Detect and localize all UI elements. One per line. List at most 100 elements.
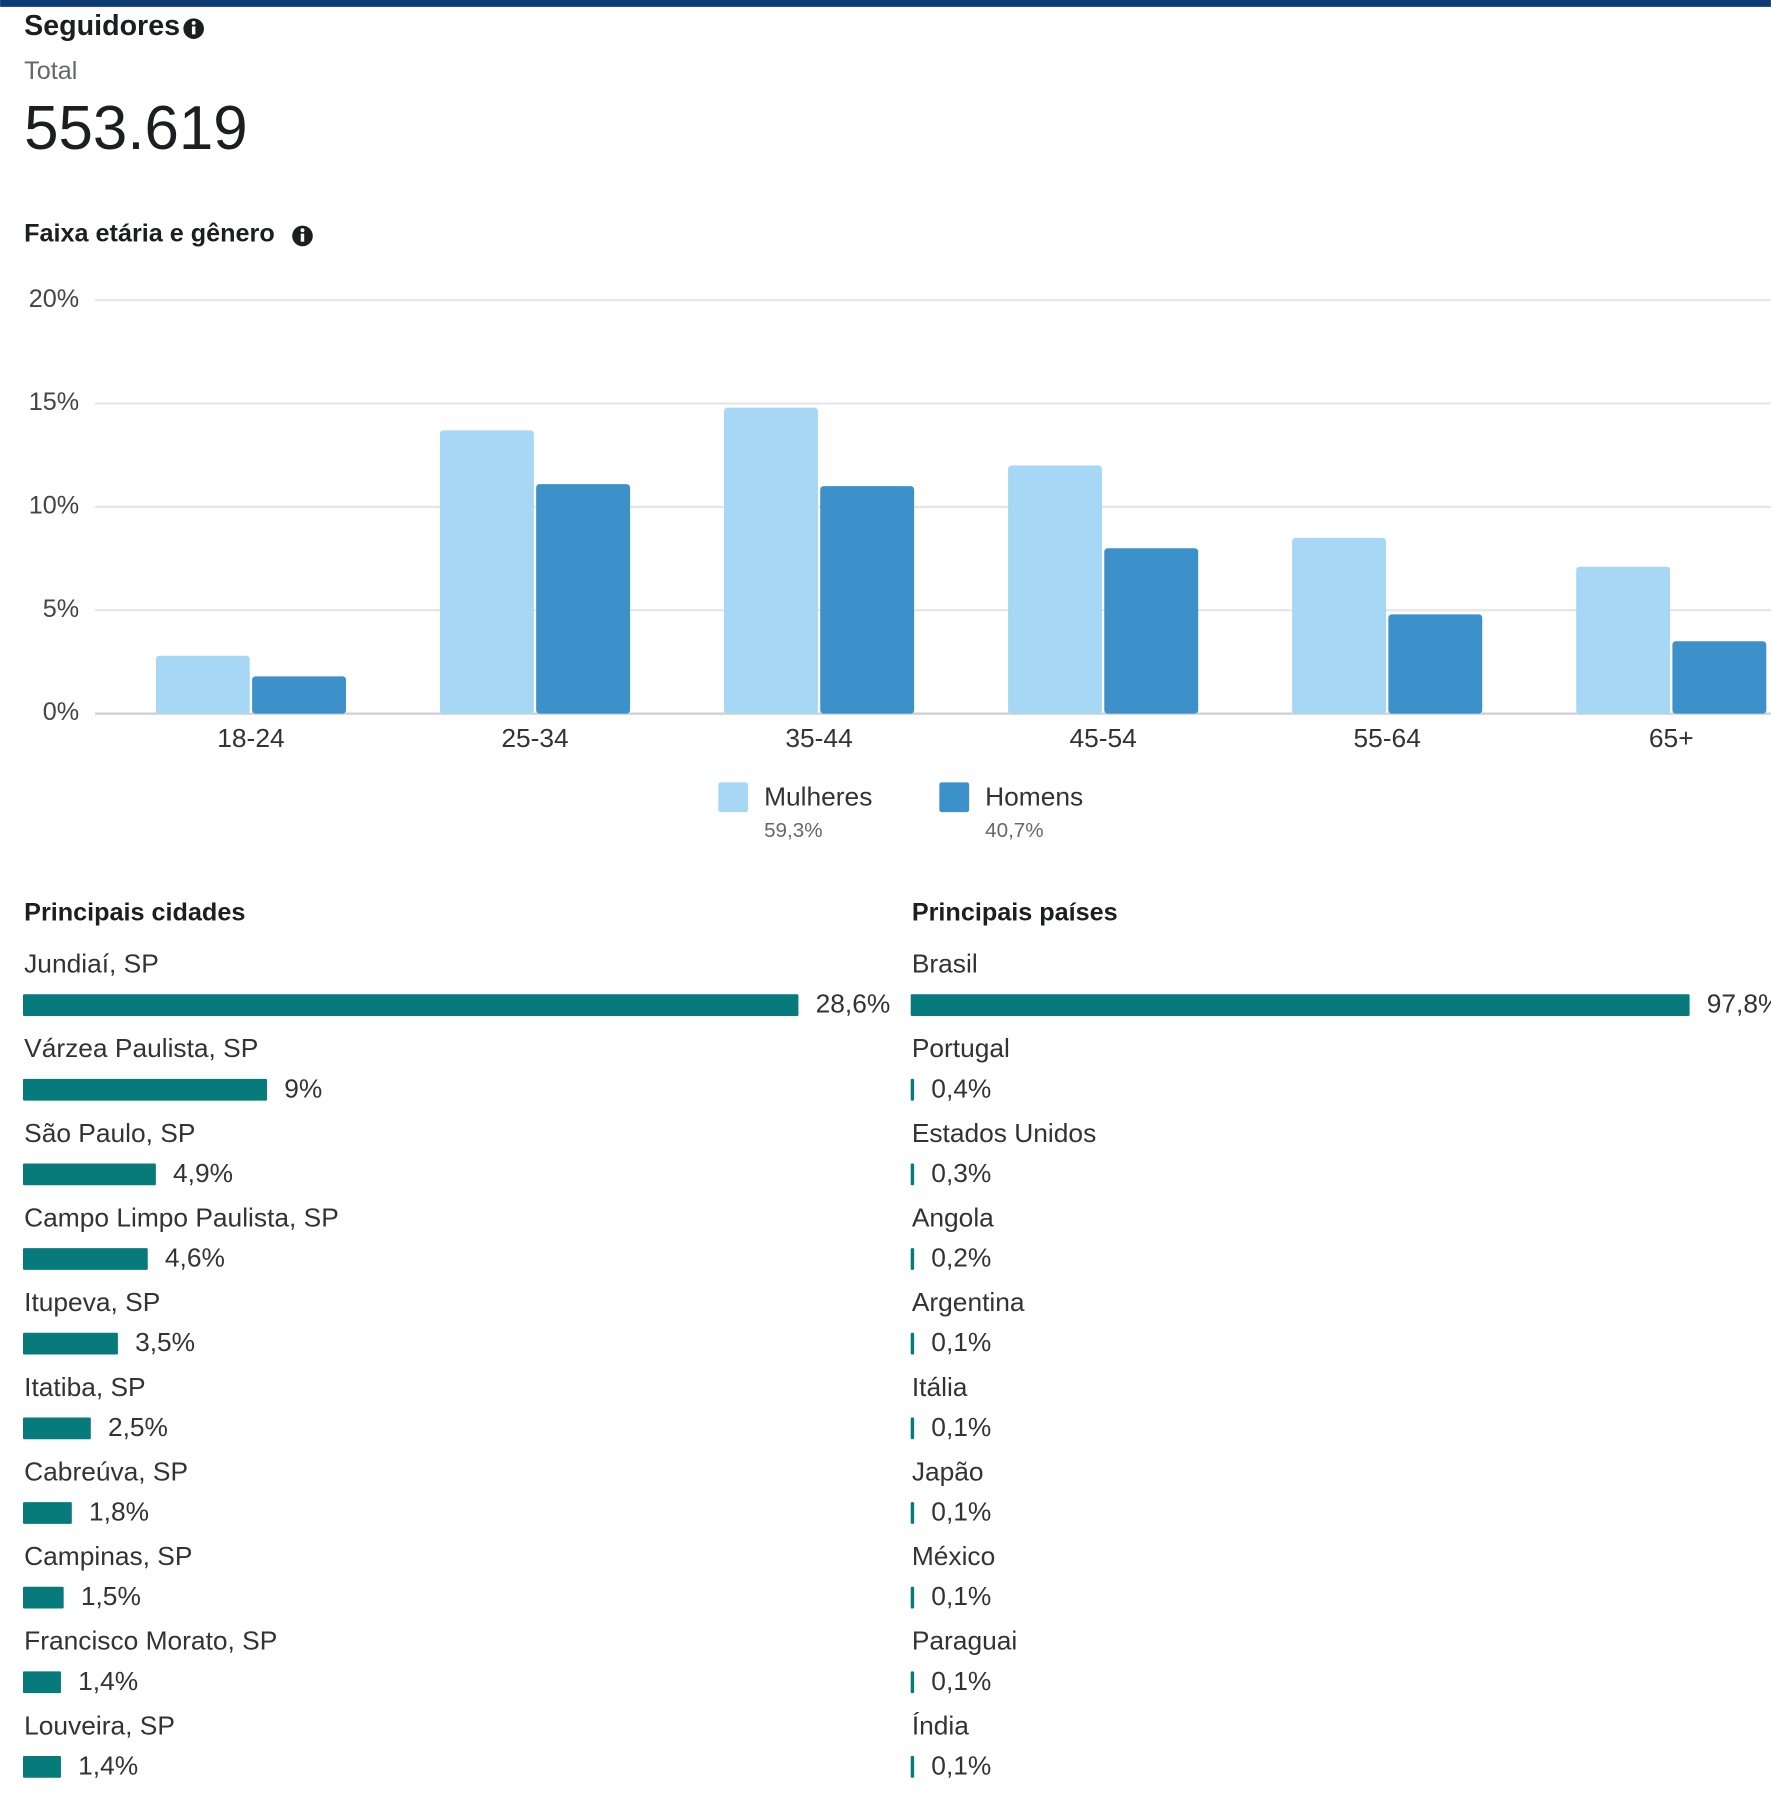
x-tick-label: 65+: [1649, 723, 1694, 753]
legend-swatch: [718, 782, 749, 813]
info-icon: [292, 225, 313, 247]
bar: [23, 1671, 61, 1694]
bar: [536, 484, 631, 714]
bar: [910, 1163, 915, 1186]
legend-label: Mulheres: [764, 781, 872, 811]
list-title: Principais cidades: [24, 899, 245, 927]
value-label: 0,1%: [931, 1496, 991, 1526]
value-label: 3,5%: [135, 1327, 195, 1357]
value-label: 2,5%: [108, 1412, 168, 1442]
row-label: Campo Limpo Paulista, SP: [24, 1202, 339, 1232]
value-label: 9%: [284, 1073, 322, 1103]
row-label: Índia: [912, 1710, 969, 1740]
subtitle: Total: [24, 57, 77, 85]
bar: [439, 430, 534, 714]
legend-share: 40,7%: [985, 819, 1043, 842]
bar: [23, 1756, 61, 1778]
row-label: Brasil: [912, 949, 978, 979]
x-tick-label: 25-34: [501, 723, 568, 753]
bar: [23, 994, 799, 1016]
bar: [910, 1417, 915, 1440]
bar: [23, 1163, 156, 1186]
bar: [723, 407, 818, 714]
row-label: Francisco Morato, SP: [24, 1626, 277, 1656]
row-label: Estados Unidos: [912, 1118, 1096, 1148]
bar: [155, 655, 250, 714]
top-bar: [0, 0, 1771, 7]
row-label: São Paulo, SP: [24, 1118, 195, 1148]
value-label: 1,5%: [81, 1581, 141, 1611]
bar: [1672, 641, 1767, 714]
row-label: Louveira, SP: [24, 1710, 175, 1740]
bar: [910, 1332, 915, 1355]
value-label: 0,4%: [931, 1073, 991, 1103]
bar: [1292, 537, 1387, 714]
y-tick-label: 10%: [29, 491, 79, 519]
bar: [910, 1586, 915, 1609]
value-label: 0,1%: [931, 1666, 991, 1696]
bar: [820, 486, 915, 714]
y-tick-label: 0%: [43, 698, 79, 726]
bar: [1388, 614, 1483, 714]
value-label: 1,4%: [78, 1750, 138, 1780]
bar: [910, 1248, 915, 1270]
bar: [23, 1586, 64, 1609]
x-tick-label: 35-44: [785, 723, 852, 753]
value-label: 4,9%: [173, 1158, 233, 1188]
value-label: 0,3%: [931, 1158, 991, 1188]
row-label: Argentina: [912, 1287, 1025, 1317]
value-label: 28,6%: [816, 989, 891, 1019]
row-label: Jundiaí, SP: [24, 949, 159, 979]
bar: [23, 1248, 148, 1270]
info-icon: [183, 18, 204, 39]
row-label: Itupeva, SP: [24, 1287, 160, 1317]
bar: [1576, 566, 1671, 714]
bar: [23, 1078, 268, 1101]
row-label: Várzea Paulista, SP: [24, 1033, 258, 1063]
bar: [910, 1756, 915, 1778]
x-tick-label: 45-54: [1069, 723, 1136, 753]
bar: [910, 1078, 915, 1101]
bar: [1104, 548, 1199, 714]
value-label: 97,8%: [1707, 989, 1771, 1019]
row-label: Itatiba, SP: [24, 1372, 145, 1402]
bar: [23, 1417, 91, 1440]
value-label: 1,8%: [89, 1496, 149, 1526]
y-tick-label: 20%: [29, 285, 79, 313]
legend-label: Homens: [985, 781, 1083, 811]
value-label: 0,1%: [931, 1750, 991, 1780]
bar: [910, 1502, 915, 1524]
legend-share: 59,3%: [764, 819, 822, 842]
list-title: Principais países: [912, 899, 1118, 927]
row-label: Itália: [912, 1372, 968, 1402]
row-label: México: [912, 1541, 995, 1571]
row-label: Cabreúva, SP: [24, 1456, 188, 1486]
y-tick-label: 5%: [43, 595, 79, 623]
value-label: 0,1%: [931, 1581, 991, 1611]
value-label: 0,2%: [931, 1243, 991, 1273]
y-tick-label: 15%: [29, 388, 79, 416]
row-label: Angola: [912, 1202, 994, 1232]
bar: [910, 1671, 915, 1694]
bar: [23, 1502, 72, 1524]
section-title: Seguidores: [24, 10, 180, 42]
chart-title: Faixa etária e gênero: [24, 219, 275, 247]
legend-swatch: [939, 782, 970, 813]
total: 553.619: [24, 94, 248, 163]
row-label: Campinas, SP: [24, 1541, 192, 1571]
value-label: 1,4%: [78, 1666, 138, 1696]
bar: [910, 994, 1690, 1016]
bar: [252, 676, 347, 714]
value-label: 0,1%: [931, 1412, 991, 1442]
value-label: 4,6%: [165, 1243, 225, 1273]
x-tick-label: 55-64: [1354, 723, 1421, 753]
bar: [23, 1332, 118, 1355]
row-label: Japão: [912, 1456, 984, 1486]
row-label: Paraguai: [912, 1626, 1017, 1656]
value-label: 0,1%: [931, 1327, 991, 1357]
x-tick-label: 18-24: [217, 723, 284, 753]
bar: [1008, 465, 1102, 714]
row-label: Portugal: [912, 1033, 1010, 1063]
